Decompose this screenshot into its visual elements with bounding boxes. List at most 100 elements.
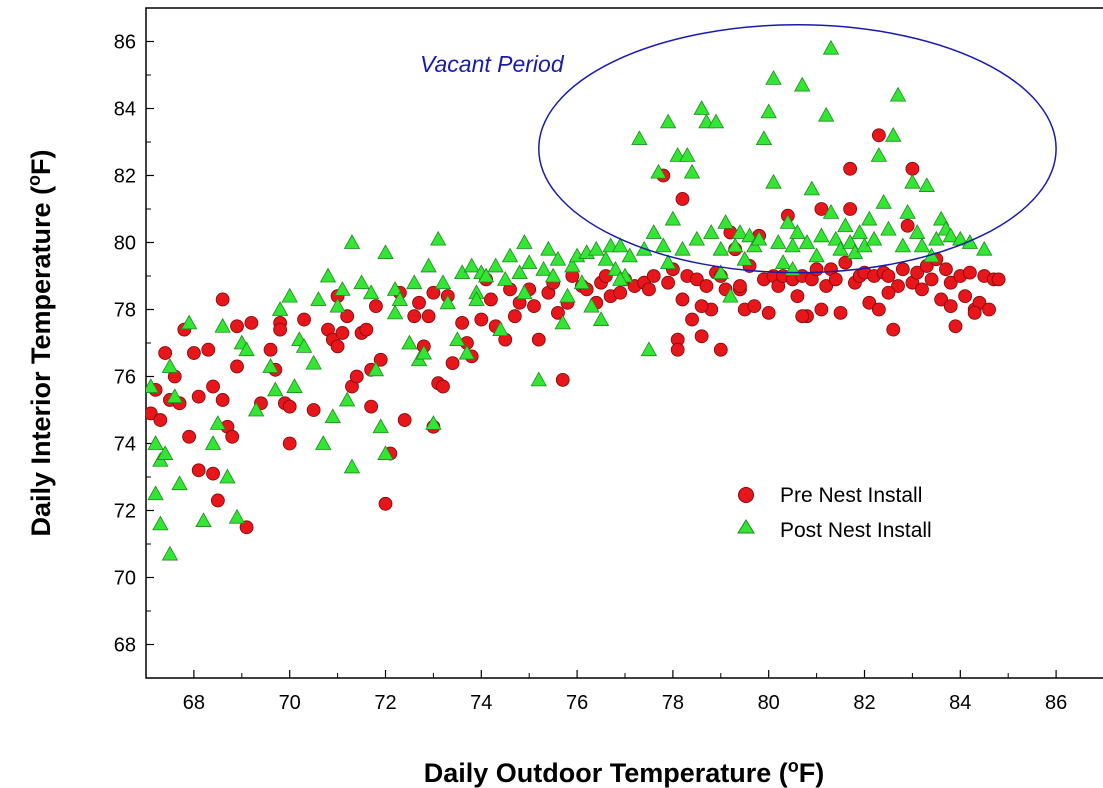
pre-install-point bbox=[924, 272, 939, 287]
post-install-point bbox=[219, 468, 236, 484]
pre-install-point bbox=[939, 262, 953, 277]
pre-install-point bbox=[230, 359, 244, 374]
post-install-point bbox=[214, 317, 231, 333]
y-tick-label: 76 bbox=[114, 367, 136, 389]
post-install-point bbox=[976, 240, 993, 256]
pre-install-point bbox=[531, 332, 546, 347]
pre-install-point bbox=[843, 161, 858, 176]
pre-install-point bbox=[962, 265, 977, 280]
pre-install-point bbox=[761, 305, 776, 320]
pre-install-point bbox=[186, 346, 201, 360]
pre-install-point bbox=[790, 289, 805, 304]
pre-install-point bbox=[819, 279, 834, 293]
pre-install-point bbox=[153, 413, 168, 427]
post-install-point bbox=[391, 291, 409, 306]
pre-install-point bbox=[306, 403, 321, 417]
post-install-point bbox=[554, 314, 571, 330]
post-install-point bbox=[195, 512, 212, 527]
post-install-point bbox=[822, 39, 840, 55]
post-install-point bbox=[415, 344, 432, 360]
vacant-period-label: Vacant Period bbox=[420, 51, 565, 77]
post-install-point bbox=[573, 274, 591, 290]
y-tick-label: 82 bbox=[114, 166, 136, 188]
post-install-point bbox=[899, 204, 916, 219]
pre-install-point bbox=[642, 282, 656, 297]
post-install-point bbox=[271, 301, 289, 316]
post-install-point bbox=[865, 230, 883, 246]
post-install-point bbox=[928, 230, 945, 246]
pre-install-point bbox=[967, 305, 982, 320]
post-install-point bbox=[583, 297, 600, 313]
pre-install-point bbox=[699, 279, 714, 293]
pre-install-point bbox=[843, 202, 858, 216]
pre-install-point bbox=[689, 272, 704, 287]
pre-install-point bbox=[833, 305, 848, 320]
post-install-point bbox=[592, 311, 610, 326]
post-install-point bbox=[875, 193, 892, 209]
post-install-point bbox=[324, 408, 341, 424]
pre-install-point bbox=[263, 342, 278, 357]
post-install-point bbox=[339, 391, 356, 407]
post-install-point bbox=[774, 254, 792, 270]
post-install-point bbox=[885, 126, 902, 142]
y-tick-label: 70 bbox=[114, 568, 136, 590]
post-install-point bbox=[180, 314, 198, 330]
pre-install-point bbox=[474, 312, 489, 327]
post-install-point bbox=[262, 358, 279, 373]
pre-install-point bbox=[364, 399, 379, 414]
pre-install-point bbox=[373, 352, 388, 367]
post-install-point bbox=[712, 264, 729, 280]
post-install-point bbox=[334, 281, 351, 296]
post-install-point bbox=[559, 287, 576, 303]
pre-install-point bbox=[335, 326, 350, 340]
pre-install-point bbox=[675, 292, 690, 307]
post-install-point bbox=[640, 341, 658, 357]
post-install-point bbox=[707, 113, 725, 129]
post-install-point bbox=[353, 274, 370, 290]
post-install-point bbox=[741, 227, 758, 243]
post-install-point bbox=[204, 435, 222, 450]
post-install-point bbox=[497, 271, 514, 286]
pre-install-point bbox=[349, 369, 364, 384]
post-install-point bbox=[372, 418, 389, 434]
pre-install-point bbox=[795, 309, 810, 324]
y-axis: 68 70 72 74 76 78 80 82 84 86 bbox=[114, 7, 154, 679]
pre-install-point bbox=[685, 312, 699, 327]
x-tick-label: 82 bbox=[853, 692, 875, 714]
post-install-point bbox=[904, 173, 921, 189]
post-install-point bbox=[156, 445, 174, 460]
pre-install-point bbox=[900, 218, 915, 233]
post-install-point bbox=[247, 401, 265, 417]
x-tick-label: 84 bbox=[949, 692, 971, 714]
post-install-point bbox=[152, 515, 169, 531]
post-install-point bbox=[612, 271, 629, 286]
y-tick-label: 74 bbox=[114, 434, 136, 456]
post-install-point bbox=[655, 237, 672, 253]
pre-install-point bbox=[551, 305, 565, 320]
post-install-point bbox=[870, 147, 888, 162]
post-install-point bbox=[367, 361, 385, 377]
pre-install-point bbox=[943, 299, 958, 314]
post-install-point bbox=[161, 545, 179, 561]
pre-install-point bbox=[407, 309, 422, 324]
post-install-point bbox=[631, 130, 648, 146]
post-install-point bbox=[942, 227, 959, 243]
pre-install-point bbox=[297, 312, 311, 327]
pre-install-point bbox=[230, 319, 244, 334]
post-install-point bbox=[377, 244, 394, 259]
post-install-point bbox=[549, 250, 567, 266]
post-install-point bbox=[161, 358, 179, 373]
pre-install-point bbox=[613, 285, 628, 300]
x-axis: 68 70 72 74 76 78 80 82 84 86 bbox=[145, 670, 1067, 714]
post-install-point bbox=[343, 234, 361, 249]
post-install-point bbox=[147, 435, 164, 450]
post-install-point bbox=[731, 224, 749, 239]
pre-install-point bbox=[359, 322, 374, 337]
post-install-point bbox=[703, 224, 720, 239]
pre-install-point bbox=[694, 329, 709, 344]
post-install-point bbox=[880, 220, 897, 236]
pre-install-point bbox=[747, 299, 762, 314]
x-tick-label: 74 bbox=[470, 692, 492, 714]
post-install-point bbox=[540, 240, 557, 256]
